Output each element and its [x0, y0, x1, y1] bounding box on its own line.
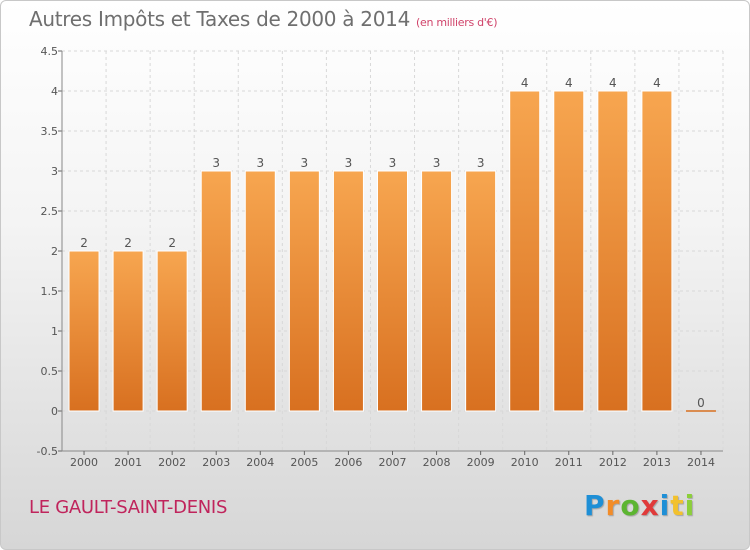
bar-2012: [597, 90, 629, 412]
y-tick-label: 0: [51, 405, 58, 418]
x-tick-label: 2009: [467, 456, 495, 469]
data-label: 3: [301, 156, 309, 170]
bar-2000: [68, 250, 100, 412]
x-tick-label: 2011: [555, 456, 583, 469]
x-tick-label: 2014: [687, 456, 715, 469]
data-label: 4: [521, 76, 529, 90]
commune-name: LE GAULT-SAINT-DENIS: [29, 497, 228, 518]
x-tick-label: 2010: [511, 456, 539, 469]
y-tick-label: 3.5: [41, 125, 59, 138]
y-tick-label: -0.5: [37, 445, 58, 458]
logo-letter: t: [670, 489, 685, 522]
y-tick-label: 2.5: [41, 205, 59, 218]
y-tick-label: 1.5: [41, 285, 59, 298]
x-tick-label: 2013: [643, 456, 671, 469]
x-tick-label: 2007: [379, 456, 407, 469]
data-label: 3: [477, 156, 485, 170]
bar-2013: [641, 90, 673, 412]
logo-letter: i: [684, 489, 696, 522]
y-tick-label: 1: [51, 325, 58, 338]
x-tick-label: 2001: [114, 456, 142, 469]
labels: -0.5 0 0.5 1 1.5 2 2.5 3 3.5 4 4.5 2 2000 2 2001 2 2002 3…: [37, 45, 715, 469]
data-label: 4: [609, 76, 617, 90]
data-label: 3: [345, 156, 353, 170]
chart-title: Autres Impôts et Taxes de 2000 à 2014 (en…: [29, 7, 498, 31]
x-tick-label: 2008: [423, 456, 451, 469]
x-tick-label: 2002: [158, 456, 186, 469]
y-tick-label: 3: [51, 165, 58, 178]
x-tick-label: 2006: [334, 456, 362, 469]
bar-2005: [288, 170, 320, 412]
chart-subtitle: (en milliers d'€): [416, 16, 498, 29]
logo-letter: o: [620, 489, 641, 522]
x-tick-label: 2005: [290, 456, 318, 469]
data-label: 4: [565, 76, 573, 90]
bar-2003: [200, 170, 232, 412]
y-tick-label: 4: [51, 85, 58, 98]
bar-2009: [465, 170, 497, 412]
bar-2010: [509, 90, 541, 412]
proxiti-logo[interactable]: Proxiti: [584, 489, 695, 522]
y-tick-label: 4.5: [41, 45, 59, 58]
bar-2007: [377, 170, 408, 412]
data-label: 3: [256, 156, 264, 170]
bars: [68, 90, 716, 412]
x-tick-label: 2000: [70, 456, 98, 469]
y-tick-label: 2: [51, 245, 58, 258]
axes: [58, 50, 723, 455]
data-label: 0: [697, 396, 705, 410]
bar-2006: [332, 170, 364, 412]
bar-2002: [156, 250, 188, 412]
data-label: 2: [124, 236, 132, 250]
bar-2004: [244, 170, 276, 412]
data-label: 3: [433, 156, 441, 170]
data-label: 4: [653, 76, 661, 90]
data-label: 3: [212, 156, 220, 170]
data-label: 2: [168, 236, 176, 250]
y-tick-label: 0.5: [41, 365, 59, 378]
logo-letter: P: [584, 489, 606, 522]
x-tick-label: 2012: [599, 456, 627, 469]
logo-letter: x: [640, 489, 660, 522]
bar-2011: [553, 90, 585, 412]
bar-2008: [421, 170, 453, 412]
bar-2001: [112, 250, 144, 412]
x-tick-label: 2004: [246, 456, 274, 469]
data-label: 3: [389, 156, 397, 170]
data-label: 2: [80, 236, 88, 250]
logo-letter: r: [605, 489, 621, 522]
logo-letter: i: [659, 489, 671, 522]
x-tick-label: 2003: [202, 456, 230, 469]
